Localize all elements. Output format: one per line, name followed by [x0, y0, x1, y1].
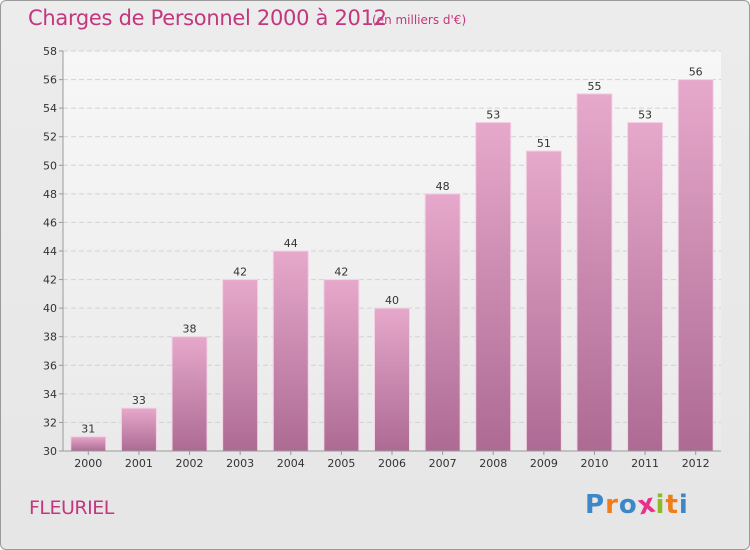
- y-axis-ticks: 30 32 34 36 38 40 42 44 46 48 50 52 54 56 58: [43, 45, 63, 458]
- y-tick-label: 42: [43, 274, 57, 287]
- y-tick-label: 38: [43, 331, 57, 344]
- logo-letter: o: [618, 490, 638, 520]
- bar-2005: [323, 279, 360, 452]
- y-tick-label: 54: [43, 102, 57, 115]
- bar-value-label: 48: [436, 180, 450, 193]
- bar-value-label: 53: [638, 108, 652, 121]
- bar-value-label: 31: [81, 423, 95, 436]
- logo-letter: i: [678, 490, 689, 520]
- x-tick-label: 2006: [378, 457, 406, 470]
- bar-value-label: 38: [183, 323, 197, 336]
- logo-letter: r: [605, 490, 619, 520]
- bar-2012: [677, 79, 714, 452]
- x-tick-label: 2002: [176, 457, 204, 470]
- logo-letter: t: [665, 490, 679, 520]
- y-tick-label: 52: [43, 131, 57, 144]
- x-tick-label: 2003: [226, 457, 254, 470]
- y-tick-label: 50: [43, 159, 57, 172]
- y-tick-label: 34: [43, 388, 57, 401]
- x-tick-label: 2009: [530, 457, 558, 470]
- y-tick-label: 44: [43, 245, 57, 258]
- bar-2004: [272, 250, 309, 452]
- proxiti-logo[interactable]: Proxiti: [585, 488, 689, 521]
- y-tick-label: 36: [43, 359, 57, 372]
- logo-letter: P: [585, 490, 606, 520]
- y-tick-label: 48: [43, 188, 57, 201]
- bar-value-label: 51: [537, 137, 551, 150]
- bar-value-label: 42: [233, 266, 247, 279]
- logo-letter: i: [655, 490, 666, 520]
- chart-title: Charges de Personnel 2000 à 2012: [28, 6, 387, 30]
- bar-value-label: 40: [385, 294, 399, 307]
- bar-value-label: 44: [284, 237, 298, 250]
- x-axis-ticks: 2000 2001 2002 2003 2004 2005 2006 2007 2008 2009…: [74, 451, 710, 470]
- y-tick-label: 32: [43, 416, 57, 429]
- bar-2002: [171, 336, 208, 452]
- x-tick-label: 2005: [327, 457, 355, 470]
- commune-name: FLEURIEL: [29, 497, 114, 519]
- bar-value-label: 33: [132, 394, 146, 407]
- bar-2003: [222, 279, 259, 452]
- x-tick-label: 2004: [277, 457, 305, 470]
- bar-2006: [374, 307, 410, 452]
- bar-value-label: 42: [334, 266, 348, 279]
- bar-value-label: 53: [486, 108, 500, 121]
- bar-2007: [424, 193, 461, 452]
- y-tick-label: 40: [43, 302, 57, 315]
- x-tick-label: 2000: [74, 457, 102, 470]
- bar-2009: [525, 150, 562, 452]
- bar-2008: [475, 121, 512, 452]
- x-tick-label: 2011: [631, 457, 659, 470]
- x-tick-label: 2010: [580, 457, 608, 470]
- x-tick-label: 2012: [682, 457, 710, 470]
- x-tick-label: 2007: [429, 457, 457, 470]
- bars: [70, 79, 714, 452]
- bar-2010: [576, 93, 613, 452]
- bar-2000: [70, 436, 107, 452]
- bar-value-label: 56: [689, 66, 703, 79]
- x-tick-label: 2008: [479, 457, 507, 470]
- bar-value-label: 55: [587, 80, 601, 93]
- bar-value-labels: 31 33 38 42 44 42 40 48 53 51 55 53 56: [81, 66, 702, 436]
- x-tick-label: 2001: [125, 457, 153, 470]
- y-tick-label: 30: [43, 445, 57, 458]
- bar-2011: [627, 121, 664, 452]
- y-tick-label: 58: [43, 45, 57, 58]
- chart-unit-label: (en milliers d'€): [372, 13, 467, 27]
- y-tick-label: 46: [43, 216, 57, 229]
- bar-2001: [120, 407, 157, 452]
- y-tick-label: 56: [43, 74, 57, 87]
